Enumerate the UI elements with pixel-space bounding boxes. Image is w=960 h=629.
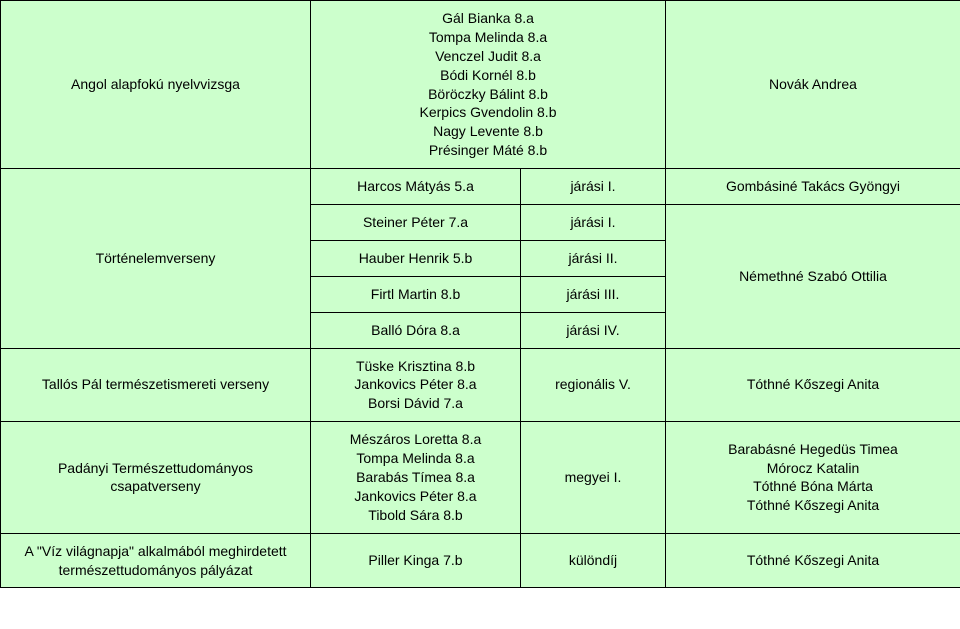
teacher: Némethné Szabó Ottilia: [666, 205, 960, 349]
event-name: Angol alapfokú nyelvvizsga: [1, 1, 311, 169]
participant: Piller Kinga 7.b: [311, 533, 521, 588]
placement: járási I.: [521, 169, 666, 205]
event-name: A "Víz világnapja" alkalmából meghirdete…: [1, 533, 311, 588]
participant: Hauber Henrik 5.b: [311, 240, 521, 276]
placement: járási IV.: [521, 312, 666, 348]
participant: Harcos Mátyás 5.a: [311, 169, 521, 205]
placement: különdíj: [521, 533, 666, 588]
placement: regionális V.: [521, 348, 666, 422]
teacher: Novák Andrea: [666, 1, 960, 169]
teacher: Tóthné Kőszegi Anita: [666, 348, 960, 422]
table-row: Történelemverseny Harcos Mátyás 5.a járá…: [1, 169, 960, 205]
table-row: Tallós Pál természetismereti verseny Tüs…: [1, 348, 960, 422]
event-name: Történelemverseny: [1, 169, 311, 348]
table-row: Padányi Természettudományoscsapatverseny…: [1, 422, 960, 533]
participants: Gál Bianka 8.aTompa Melinda 8.aVenczel J…: [311, 1, 666, 169]
participant: Firtl Martin 8.b: [311, 276, 521, 312]
event-name: Padányi Természettudományoscsapatverseny: [1, 422, 311, 533]
teacher: Gombásiné Takács Gyöngyi: [666, 169, 960, 205]
event-name: Tallós Pál természetismereti verseny: [1, 348, 311, 422]
participant: Balló Dóra 8.a: [311, 312, 521, 348]
participant: Steiner Péter 7.a: [311, 205, 521, 241]
placement: megyei I.: [521, 422, 666, 533]
participants: Mészáros Loretta 8.aTompa Melinda 8.aBar…: [311, 422, 521, 533]
participants: Tüske Krisztina 8.bJankovics Péter 8.aBo…: [311, 348, 521, 422]
placement: járási III.: [521, 276, 666, 312]
table-row: A "Víz világnapja" alkalmából meghirdete…: [1, 533, 960, 588]
teacher: Barabásné Hegedüs TimeaMórocz KatalinTót…: [666, 422, 960, 533]
results-table: Angol alapfokú nyelvvizsga Gál Bianka 8.…: [0, 0, 960, 588]
placement: járási I.: [521, 205, 666, 241]
teacher: Tóthné Kőszegi Anita: [666, 533, 960, 588]
table-row: Angol alapfokú nyelvvizsga Gál Bianka 8.…: [1, 1, 960, 169]
placement: járási II.: [521, 240, 666, 276]
